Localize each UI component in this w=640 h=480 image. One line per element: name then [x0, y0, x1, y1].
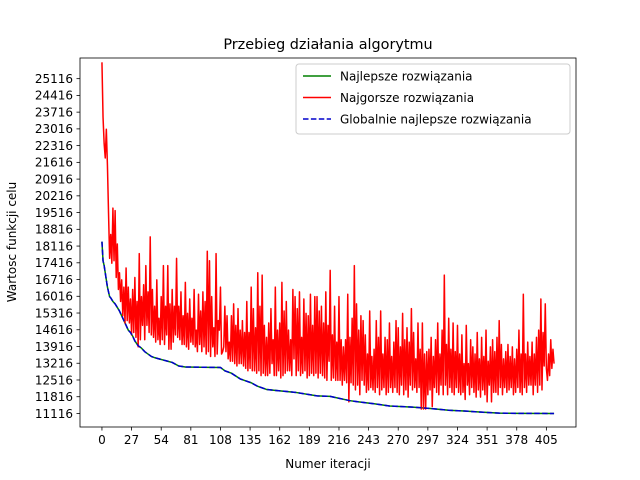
y-tick-label: 18816 — [35, 223, 73, 237]
x-tick-label: 162 — [268, 433, 291, 447]
legend-label-1: Najlepsze rozwiązania — [340, 69, 473, 83]
y-tick-label: 17416 — [35, 256, 73, 270]
x-tick-label: 405 — [535, 433, 558, 447]
legend-label-2: Najgorsze rozwiązania — [340, 91, 474, 105]
y-tick-label: 13916 — [35, 340, 73, 354]
plot-series-group — [101, 62, 555, 415]
x-tick-label: 189 — [298, 433, 321, 447]
y-tick-label: 20216 — [35, 189, 73, 203]
axes-group: 0 27 54 81 108 135 162 189 216 243 270 297 324 351 378… — [35, 57, 577, 447]
y-tick-label: 20916 — [35, 172, 73, 186]
y-tick-label: 19516 — [35, 206, 73, 220]
x-tick-label: 0 — [98, 433, 106, 447]
x-tick-label: 243 — [357, 433, 380, 447]
y-tick-label: 23716 — [35, 105, 73, 119]
y-tick-label: 22316 — [35, 139, 73, 153]
x-tick-label: 27 — [124, 433, 139, 447]
legend-label-3: Globalnie najlepsze rozwiązania — [340, 112, 532, 126]
y-tick-label: 11816 — [35, 390, 73, 404]
y-tick-label: 21616 — [35, 156, 73, 170]
y-tick-label: 24416 — [35, 89, 73, 103]
x-tick-label: 108 — [209, 433, 232, 447]
x-tick-label: 297 — [416, 433, 439, 447]
y-tick-label: 15316 — [35, 306, 73, 320]
y-tick-label: 14616 — [35, 323, 73, 337]
y-tick-label: 18116 — [35, 239, 73, 253]
x-tick-label: 135 — [239, 433, 262, 447]
x-tick-label: 216 — [328, 433, 351, 447]
x-tick-label: 81 — [183, 433, 198, 447]
legend: Najlepsze rozwiązania Najgorsze rozwiązan… — [295, 63, 571, 135]
x-axis-title: Numer iteracji — [285, 457, 370, 471]
y-tick-label: 25116 — [35, 72, 73, 86]
series-line-2 — [101, 62, 555, 410]
x-tick-label: 324 — [446, 433, 469, 447]
y-tick-label: 13216 — [35, 357, 73, 371]
y-tick-label: 16716 — [35, 273, 73, 287]
plot-frame — [79, 57, 577, 428]
legend-box — [295, 63, 571, 135]
series-line-3 — [101, 241, 555, 415]
y-tick-label: 12516 — [35, 373, 73, 387]
y-tick-label: 11116 — [35, 407, 73, 421]
x-tick-label: 351 — [476, 433, 499, 447]
y-axis-title: Wartosc funkcji celu — [5, 182, 19, 302]
chart-title: Przebieg działania algorytmu — [223, 37, 432, 53]
x-tick-label: 54 — [154, 433, 169, 447]
y-tick-label: 23016 — [35, 122, 73, 136]
x-tick-label: 378 — [505, 433, 528, 447]
x-tick-label: 270 — [387, 433, 410, 447]
y-tick-label: 16016 — [35, 290, 73, 304]
